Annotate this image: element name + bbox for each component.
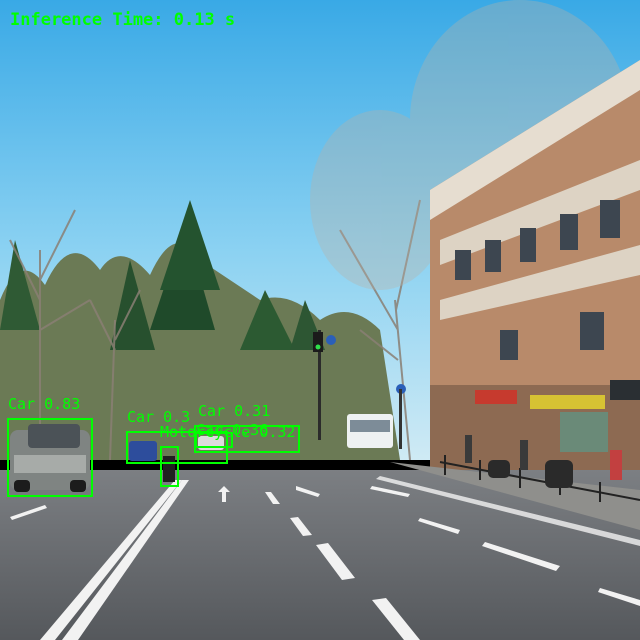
detection-label-car-4: Car 0.36: [196, 421, 269, 439]
railing: [439, 455, 640, 502]
blue-car: [129, 441, 157, 461]
detection-box-motorcycle: [160, 446, 179, 487]
pedestrians: [465, 435, 622, 480]
traffic-light: [313, 330, 323, 440]
silver-van: [10, 424, 90, 492]
parked-scooters: [488, 460, 573, 488]
detection-box-car-4: [195, 432, 233, 448]
lane-markings: [10, 476, 640, 640]
detection-label-car-1: Car 0.83: [8, 395, 81, 413]
apartment-building: [430, 60, 640, 470]
background-trees: [0, 200, 400, 460]
inference-time-text: Inference Time: 0.13 s: [10, 10, 236, 30]
detection-label-car-2: Car 0.3: [127, 408, 191, 426]
white-bus: [347, 414, 393, 448]
sidewalk-right: [390, 462, 640, 530]
detection-box-car-1: [7, 418, 93, 497]
street-signs: [326, 335, 406, 449]
detection-label-car-3: Car 0.31: [198, 402, 271, 420]
